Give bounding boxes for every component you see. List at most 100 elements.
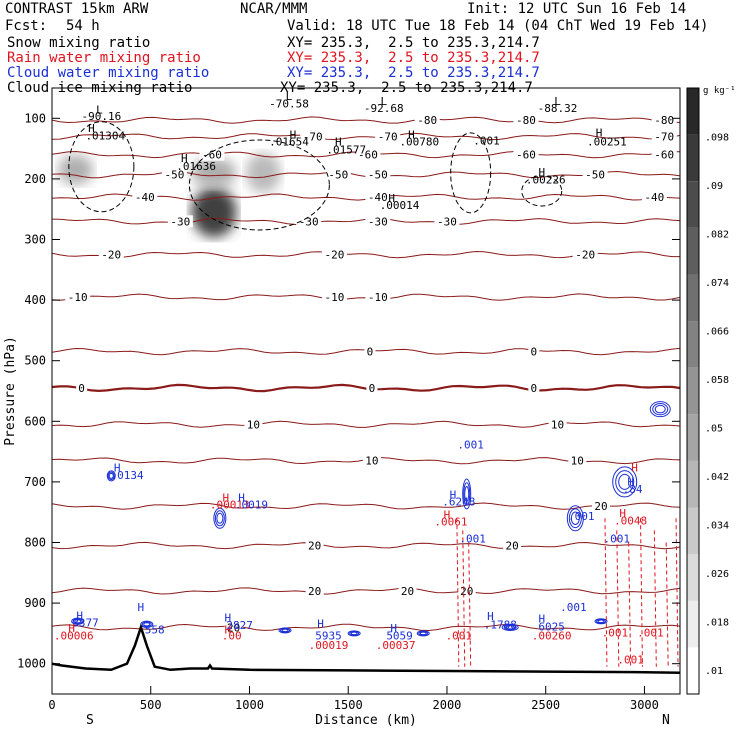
field-annotation: .6248 (442, 496, 475, 509)
colorbar-swatch (687, 554, 699, 601)
field-annotation: .001 (560, 601, 587, 614)
isotherm-label: 20 (308, 585, 321, 598)
y-tick-label: 800 (24, 536, 46, 550)
isotherm-label-bg (364, 345, 376, 358)
cloud-water-contour (214, 510, 225, 527)
field-annotation: .001 (446, 629, 473, 642)
isotherm-label-bg (572, 248, 598, 261)
field-annotation: 2827 (226, 619, 253, 632)
isotherm-label: -30 (437, 215, 457, 228)
cloud-contours (68, 121, 679, 667)
field-annotation: .001 (568, 510, 595, 523)
isotherm-label-bg (76, 381, 88, 394)
isotherm-label-bg (321, 291, 347, 304)
field-annotation: .0134 (110, 469, 143, 482)
y-axis-label: Pressure (hPa) (3, 336, 18, 446)
snow-shade-1 (191, 187, 237, 238)
isotherm-label: 20 (308, 540, 321, 553)
cloud-water-contour (503, 624, 517, 631)
field-annotation: H (317, 617, 324, 630)
south-label: S (86, 713, 94, 728)
x-tick-label: 1000 (235, 698, 264, 712)
cloud-water-contour (347, 630, 361, 637)
field-annotation: H (76, 609, 83, 622)
field-annotation: H (290, 128, 297, 141)
field-annotation: L (286, 90, 293, 103)
field-annotation: 6025 (538, 620, 565, 633)
field-annotation: .00019 (309, 639, 349, 652)
plot-frame (51, 87, 681, 695)
cloud-water-contour (594, 618, 608, 625)
isotherm-label-bg (503, 539, 522, 552)
cloud-water-contour (505, 625, 515, 630)
field-annotation: L (380, 95, 387, 108)
isotherm-label-bg (365, 168, 391, 181)
field-annotation: 558 (145, 623, 165, 636)
isotherm-label-bg (244, 418, 263, 431)
cloud-water-contour (464, 486, 470, 503)
cloud-water-contour (419, 631, 427, 636)
y-tick-label: 200 (24, 172, 46, 186)
cloud-water-contour (107, 471, 115, 481)
x-tick-label: 0 (48, 698, 55, 712)
field-annotation: H (68, 622, 75, 635)
isotherm-label: -70 (378, 130, 398, 143)
cloud-ice-contour (450, 132, 492, 214)
header-init: Init: 12 UTC Sun 16 Feb 14 (467, 1, 687, 17)
colorbar-tick-label: .05 (705, 423, 723, 434)
isotherm-0 (52, 116, 680, 124)
isotherm-label-bg (513, 114, 539, 127)
isotherm-12 (52, 502, 680, 510)
field-annotation: H (631, 462, 638, 475)
cloud-ice-contour (68, 121, 135, 213)
field-annotation: H (538, 166, 545, 179)
isotherm-label: -40 (644, 191, 664, 204)
isotherm-13 (52, 541, 680, 550)
y-tick-label: 400 (24, 293, 46, 307)
cloud-water-contour (143, 622, 151, 627)
field-annotation: .00 (222, 629, 242, 642)
field-annotation: .01654 (269, 136, 309, 149)
isotherm-label-bg (548, 418, 567, 431)
field-annotation: H (627, 476, 634, 489)
isotherm-9 (52, 383, 680, 393)
y-tick-label: 1000 (17, 657, 46, 671)
isotherm-label: -30 (368, 215, 388, 228)
header-fcst-value: 54 h (66, 18, 100, 34)
cloud-water-contour (108, 472, 114, 479)
cloud-water-contour (106, 470, 116, 482)
x-tick-label: 500 (140, 698, 162, 712)
isotherm-label: 0 (369, 382, 376, 395)
colorbar-tick-label: .042 (705, 472, 729, 483)
rain-contour (675, 518, 679, 667)
x-tick-label: 2000 (433, 698, 462, 712)
rain-contour (468, 542, 472, 667)
isotherm-label: -50 (165, 169, 185, 182)
colorbar-swatch (687, 227, 699, 275)
cloud-water-contour (618, 473, 632, 490)
isotherm-label: 10 (551, 418, 564, 431)
isotherm-label: -80 (417, 114, 437, 127)
rain-contour (653, 530, 657, 667)
colorbar-swatch (687, 507, 699, 555)
isotherm-label: 0 (367, 346, 374, 359)
isotherm-label: -60 (516, 149, 536, 162)
isotherm-14 (52, 587, 680, 595)
isotherm-label: -60 (654, 149, 674, 162)
cloud-water-contour (463, 482, 471, 506)
isotherm-label-bg (132, 191, 158, 204)
legend-cloud-water: Cloud water mixing ratio (7, 65, 210, 81)
legend-snow: Snow mixing ratio (7, 35, 151, 51)
field-annotation: .001 (457, 439, 484, 452)
field-annotation: H (181, 152, 188, 165)
field-annotation: .001 (604, 533, 631, 546)
isotherm-label-bg (365, 191, 391, 204)
field-annotation: .00780 (399, 136, 439, 149)
isotherm-label-bg (457, 584, 476, 597)
isotherm-label-bg (641, 191, 667, 204)
colorbar-tick-label: .018 (705, 617, 729, 628)
field-annotation: L (554, 95, 561, 108)
isotherm-label-bg (513, 148, 539, 161)
